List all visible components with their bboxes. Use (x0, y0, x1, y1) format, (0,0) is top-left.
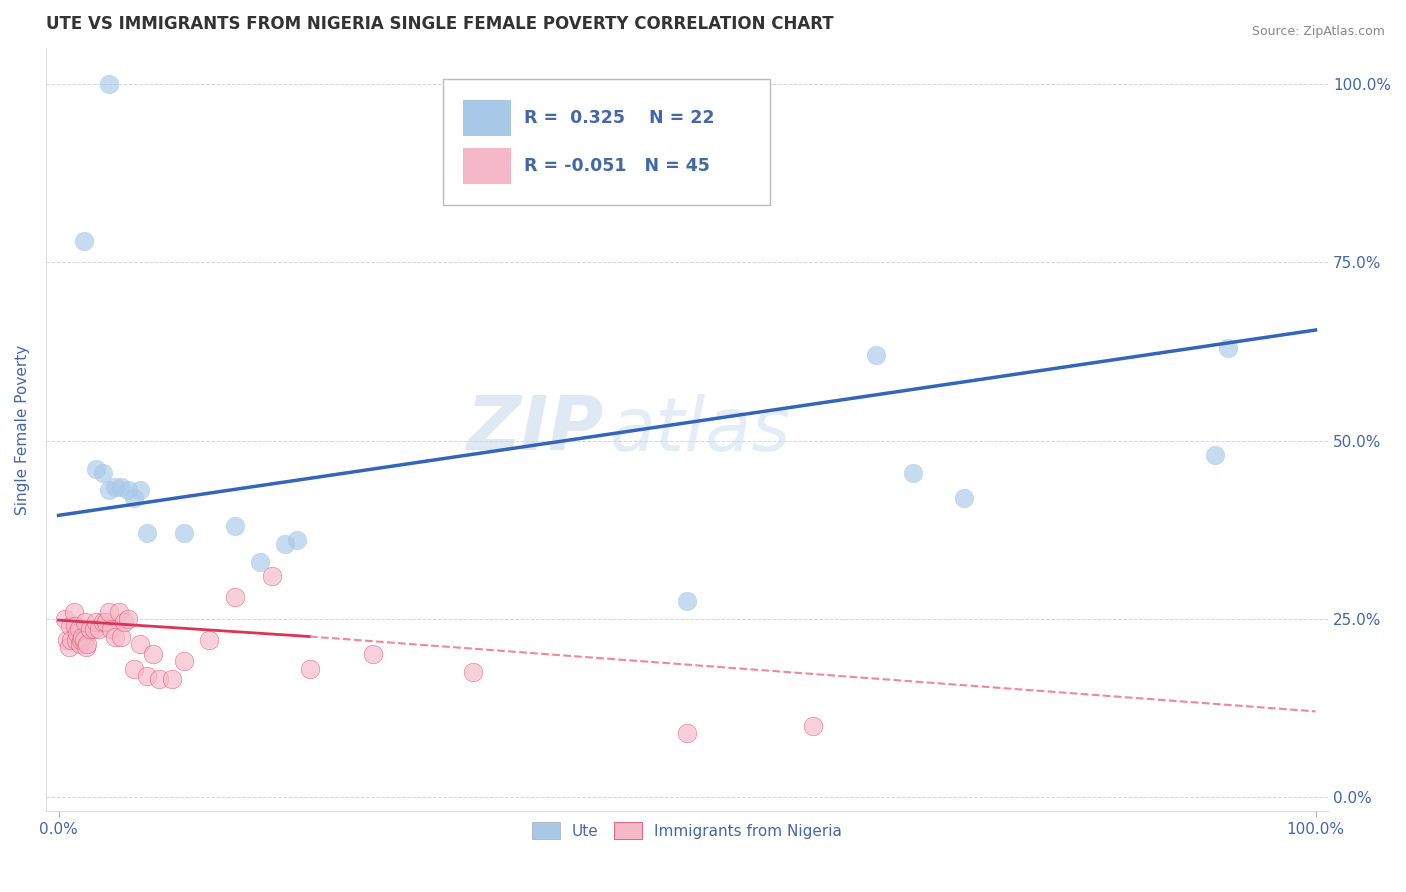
Point (73, 234, 96, 248)
Point (463, 665, 485, 680)
Point (69, 637, 91, 651)
Point (129, 637, 152, 651)
Point (122, 491, 145, 505)
Point (67, 623, 90, 637)
Point (224, 519, 246, 533)
Point (1204, 448, 1226, 462)
Point (142, 648, 165, 662)
Point (91, 615, 114, 630)
Point (249, 555, 271, 569)
Point (83, 623, 105, 637)
Point (84, 615, 107, 630)
Point (72, 630, 94, 644)
Text: Source: ZipAtlas.com: Source: ZipAtlas.com (1251, 25, 1385, 38)
Point (903, 466, 925, 480)
Point (262, 569, 284, 583)
FancyBboxPatch shape (463, 100, 512, 136)
Legend: Ute, Immigrants from Nigeria: Ute, Immigrants from Nigeria (526, 815, 848, 846)
Point (62, 605, 84, 619)
Point (104, 480, 127, 494)
Point (84, 462, 107, 476)
Point (73, 633, 96, 648)
Text: R =  0.325    N = 22: R = 0.325 N = 22 (524, 109, 714, 127)
Point (75, 640, 97, 655)
Point (70, 633, 93, 648)
Point (361, 648, 384, 662)
Point (58, 640, 80, 655)
Y-axis label: Single Female Poverty: Single Female Poverty (15, 344, 30, 515)
Point (129, 483, 152, 498)
Point (104, 630, 127, 644)
Text: atlas: atlas (610, 393, 792, 466)
Point (73, 615, 96, 630)
Text: ZIP: ZIP (467, 393, 603, 467)
Text: UTE VS IMMIGRANTS FROM NIGERIA SINGLE FEMALE POVERTY CORRELATION CHART: UTE VS IMMIGRANTS FROM NIGERIA SINGLE FE… (46, 15, 834, 33)
Point (135, 526, 157, 541)
Point (108, 605, 131, 619)
Point (224, 591, 246, 605)
Point (173, 655, 195, 669)
Point (96, 615, 118, 630)
Point (1216, 341, 1239, 355)
Point (112, 615, 135, 630)
Point (117, 612, 139, 626)
Point (148, 673, 170, 687)
Point (97, 605, 120, 619)
Point (122, 662, 145, 676)
Text: R = -0.051   N = 45: R = -0.051 N = 45 (524, 157, 710, 175)
Point (53, 612, 76, 626)
Point (79, 623, 101, 637)
Point (676, 725, 699, 739)
Point (56, 633, 79, 648)
FancyBboxPatch shape (463, 147, 512, 185)
Point (274, 537, 297, 551)
Point (91, 466, 114, 480)
Point (100, 623, 122, 637)
Point (97, 483, 120, 498)
Point (676, 594, 699, 608)
Point (76, 637, 98, 651)
Point (173, 526, 195, 541)
Point (60, 633, 83, 648)
Point (63, 619, 86, 633)
Point (865, 348, 887, 362)
Point (97, 77, 120, 91)
Point (135, 669, 157, 683)
Point (801, 718, 824, 732)
Point (110, 480, 132, 494)
Point (298, 662, 321, 676)
Point (66, 626, 89, 640)
Point (287, 533, 309, 548)
Point (87, 623, 110, 637)
Point (198, 633, 221, 648)
Point (160, 673, 183, 687)
Point (952, 491, 974, 505)
FancyBboxPatch shape (443, 79, 770, 205)
Point (110, 630, 132, 644)
Point (65, 633, 87, 648)
Point (59, 619, 82, 633)
Point (117, 483, 139, 498)
